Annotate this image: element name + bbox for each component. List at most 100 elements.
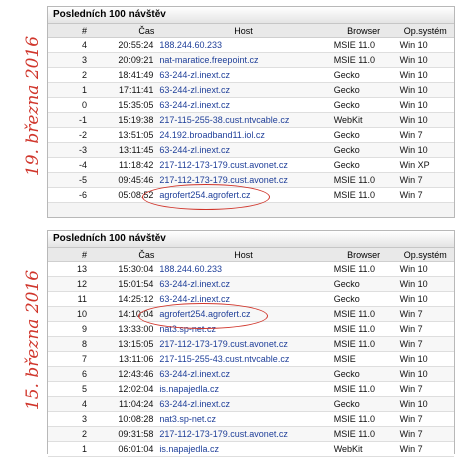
host-link[interactable]: 63-244-zl.inext.cz: [159, 70, 230, 80]
cell-host: is.napajedla.cz: [156, 381, 331, 397]
cell-time: 20:55:24: [99, 37, 157, 53]
host-link[interactable]: nat3.sp-net.cz: [159, 414, 216, 424]
host-link[interactable]: 63-244-zl.inext.cz: [159, 100, 230, 110]
cell-time: 13:11:45: [99, 142, 157, 158]
cell-browser: MSIE 11.0: [330, 37, 397, 53]
table-row: -6 05:08:52 agrofert254.agrofert.cz MSIE 11…: [48, 187, 454, 203]
host-link[interactable]: 217-112-173-179.cust.avonet.cz: [159, 175, 288, 185]
cell-time: 09:31:58: [99, 426, 157, 442]
host-link[interactable]: is.napajedla.cz: [159, 444, 219, 454]
host-link[interactable]: 63-244-zl.inext.cz: [159, 279, 230, 289]
visits-table: # Čas Host Browser Op.systém 4 20:55:24 18…: [48, 24, 454, 203]
host-link[interactable]: agrofert254.agrofert.cz: [159, 309, 251, 319]
cell-time: 15:01:54: [99, 276, 157, 292]
table-row: 11 14:25:12 63-244-zl.inext.cz Gecko Win 10: [48, 291, 454, 307]
col-header-number: #: [48, 24, 100, 38]
cell-browser: Gecko: [330, 127, 397, 143]
cell-number: 5: [48, 381, 100, 397]
cell-browser: MSIE 11.0: [330, 321, 397, 337]
cell-os: Win 10: [396, 97, 454, 113]
host-link[interactable]: 217-112-173-179.cust.avonet.cz: [159, 429, 288, 439]
cell-browser: MSIE 11.0: [330, 261, 397, 277]
host-link[interactable]: 188.244.60.233: [159, 264, 222, 274]
cell-browser: MSIE 11.0: [330, 187, 397, 203]
cell-os: Win 10: [396, 291, 454, 307]
cell-os: Win XP: [396, 157, 454, 173]
cell-browser: MSIE: [330, 351, 397, 367]
col-header-time: Čas: [99, 248, 157, 262]
visits-panel-1: Posledních 100 návštěv # Čas Host Browse…: [47, 6, 455, 218]
host-link[interactable]: 63-244-zl.inext.cz: [159, 294, 230, 304]
cell-host: 217-112-173-179.cust.avonet.cz: [156, 426, 331, 442]
cell-browser: MSIE 11.0: [330, 336, 397, 352]
host-link[interactable]: 188.244.60.233: [159, 40, 222, 50]
cell-browser: WebKit: [330, 441, 397, 457]
host-link[interactable]: nat3.sp-net.cz: [159, 324, 216, 334]
col-header-number: #: [48, 248, 100, 262]
cell-host: 24.192.broadband11.iol.cz: [156, 127, 331, 143]
host-link[interactable]: 217-115-255-43.cust.ntvcable.cz: [159, 354, 290, 364]
cell-host: 63-244-zl.inext.cz: [156, 276, 331, 292]
cell-os: Win 7: [396, 381, 454, 397]
table-row: 6 12:43:46 63-244-zl.inext.cz Gecko Win 10: [48, 366, 454, 382]
cell-number: -2: [48, 127, 100, 143]
cell-time: 15:35:05: [99, 97, 157, 113]
visits-panel-2: Posledních 100 návštěv # Čas Host Browse…: [47, 230, 455, 457]
cell-host: 63-244-zl.inext.cz: [156, 291, 331, 307]
cell-os: Win 10: [396, 142, 454, 158]
cell-time: 14:10:04: [99, 306, 157, 322]
table-body: 13 15:30:04 188.244.60.233 MSIE 11.0 Win 10 1…: [48, 261, 454, 457]
table-row: 0 15:35:05 63-244-zl.inext.cz Gecko Win 10: [48, 97, 454, 113]
table-header-row: # Čas Host Browser Op.systém: [48, 248, 454, 262]
host-link[interactable]: 63-244-zl.inext.cz: [159, 145, 230, 155]
cell-number: 8: [48, 336, 100, 352]
table-row: 8 13:15:05 217-112-173-179.cust.avonet.cz M…: [48, 336, 454, 352]
table-row: 12 15:01:54 63-244-zl.inext.cz Gecko Win 10: [48, 276, 454, 292]
cell-os: Win 7: [396, 441, 454, 457]
table-row: 10 14:10:04 agrofert254.agrofert.cz MSIE 11…: [48, 306, 454, 322]
host-link[interactable]: 217-115-255-38.cust.ntvcable.cz: [159, 115, 290, 125]
cell-time: 05:08:52: [99, 187, 157, 203]
cell-host: 188.244.60.233: [156, 37, 331, 53]
host-link[interactable]: 217-112-173-179.cust.avonet.cz: [159, 339, 288, 349]
cell-host: nat3.sp-net.cz: [156, 321, 331, 337]
table-row: 1 06:01:04 is.napajedla.cz WebKit Win 7: [48, 441, 454, 457]
cell-number: -1: [48, 112, 100, 128]
cell-host: agrofert254.agrofert.cz: [156, 187, 331, 203]
host-link[interactable]: 63-244-zl.inext.cz: [159, 369, 230, 379]
table-row: -3 13:11:45 63-244-zl.inext.cz Gecko Win 10: [48, 142, 454, 158]
cell-os: Win 7: [396, 321, 454, 337]
table-row: 13 15:30:04 188.244.60.233 MSIE 11.0 Win 10: [48, 261, 454, 277]
cell-time: 14:25:12: [99, 291, 157, 307]
cell-browser: Gecko: [330, 97, 397, 113]
table-row: 4 11:04:24 63-244-zl.inext.cz Gecko Win 10: [48, 396, 454, 412]
col-header-os: Op.systém: [396, 248, 454, 262]
cell-number: 13: [48, 261, 100, 277]
table-header-row: # Čas Host Browser Op.systém: [48, 24, 454, 38]
cell-os: Win 10: [396, 37, 454, 53]
table-row: 1 17:11:41 63-244-zl.inext.cz Gecko Win 10: [48, 82, 454, 98]
table-row: 3 10:08:28 nat3.sp-net.cz MSIE 11.0 Win 7: [48, 411, 454, 427]
host-link[interactable]: nat-maratice.freepoint.cz: [159, 55, 259, 65]
cell-time: 13:15:05: [99, 336, 157, 352]
panel-title: Posledních 100 návštěv: [48, 7, 454, 24]
table-row: 5 12:02:04 is.napajedla.cz MSIE 11.0 Win 7: [48, 381, 454, 397]
host-link[interactable]: 63-244-zl.inext.cz: [159, 85, 230, 95]
cell-host: agrofert254.agrofert.cz: [156, 306, 331, 322]
cell-os: Win 10: [396, 112, 454, 128]
cell-os: Win 10: [396, 276, 454, 292]
cell-number: -3: [48, 142, 100, 158]
cell-os: Win 10: [396, 366, 454, 382]
host-link[interactable]: is.napajedla.cz: [159, 384, 219, 394]
host-link[interactable]: 63-244-zl.inext.cz: [159, 399, 230, 409]
col-header-host: Host: [156, 24, 331, 38]
col-header-os: Op.systém: [396, 24, 454, 38]
host-link[interactable]: 217-112-173-179.cust.avonet.cz: [159, 160, 288, 170]
cell-time: 12:02:04: [99, 381, 157, 397]
cell-number: 2: [48, 67, 100, 83]
host-link[interactable]: agrofert254.agrofert.cz: [159, 190, 251, 200]
cell-browser: MSIE 11.0: [330, 172, 397, 188]
cell-time: 10:08:28: [99, 411, 157, 427]
panel-title: Posledních 100 návštěv: [48, 231, 454, 248]
host-link[interactable]: 24.192.broadband11.iol.cz: [159, 130, 265, 140]
